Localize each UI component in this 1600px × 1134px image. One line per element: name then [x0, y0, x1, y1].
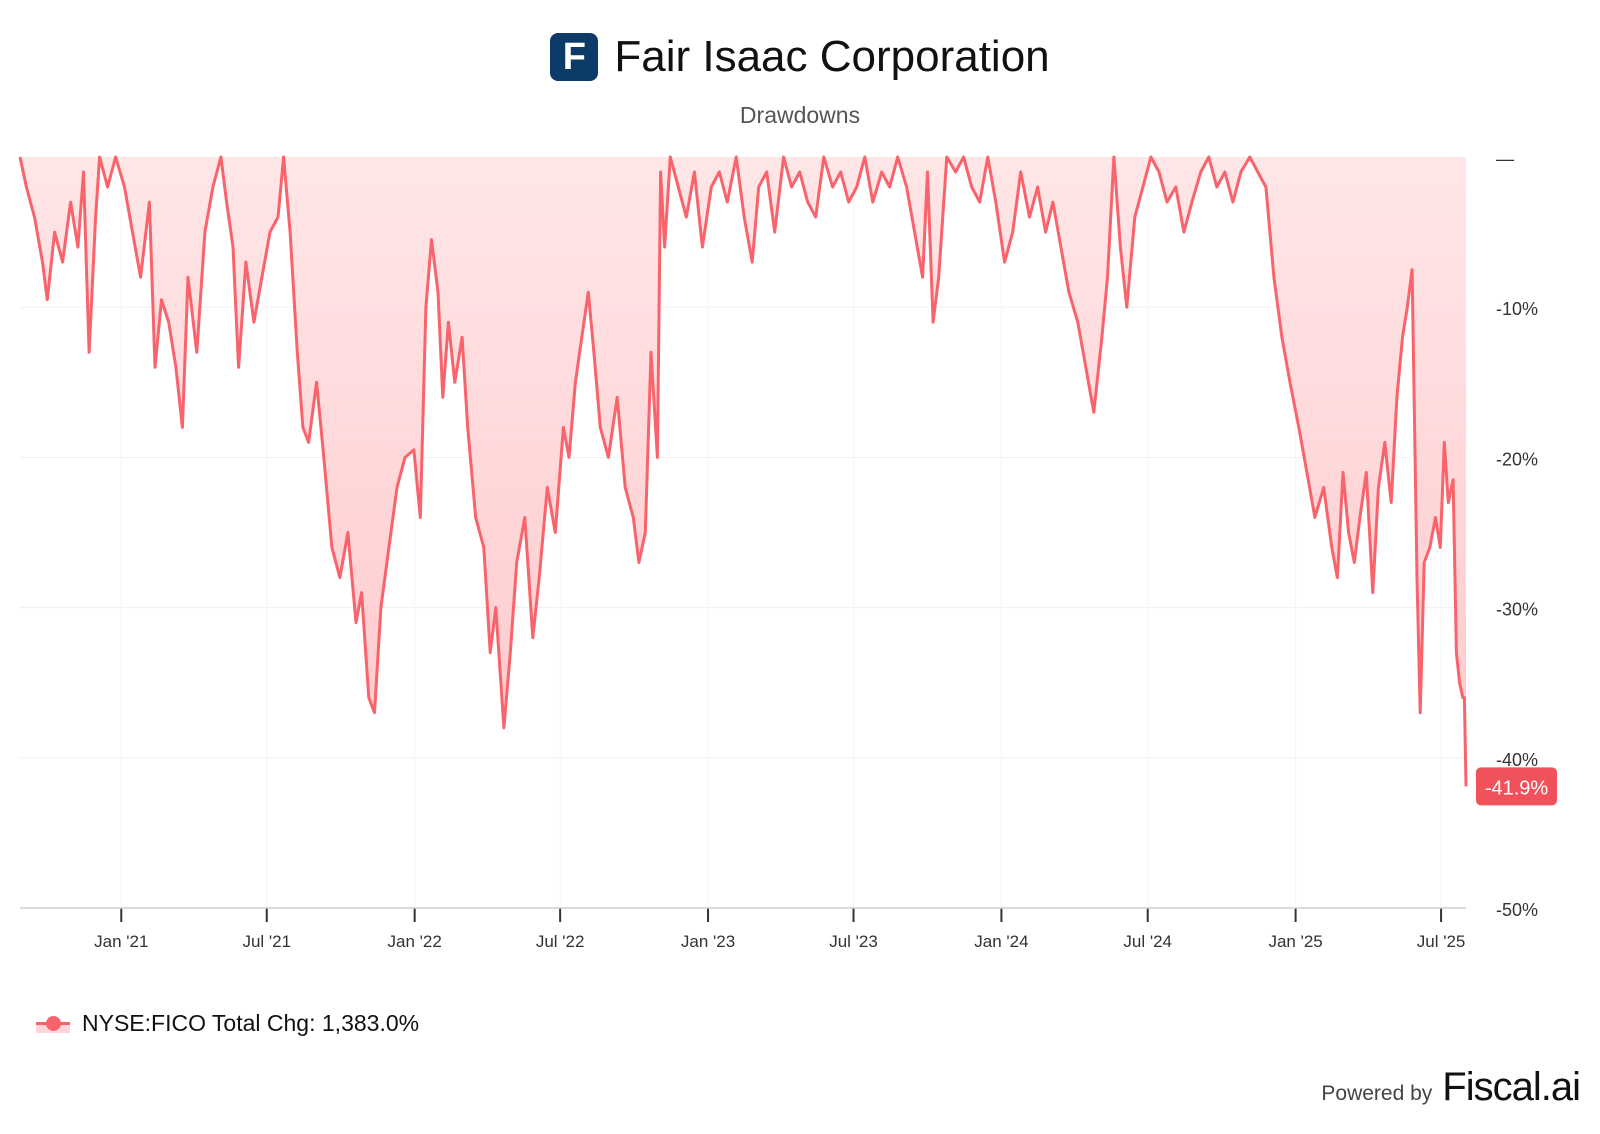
x-tick-label: Jan '23	[681, 932, 735, 951]
y-tick-label: -40%	[1496, 750, 1538, 770]
last-value-label: -41.9%	[1485, 777, 1549, 799]
y-tick-label: —	[1496, 149, 1514, 169]
last-value-badge	[1476, 767, 1557, 806]
x-tick-label: Jan '25	[1268, 932, 1322, 951]
drawdown-area	[20, 157, 1466, 787]
x-tick-label: Jan '21	[94, 932, 148, 951]
powered-by-label: Powered by	[1321, 1082, 1433, 1105]
x-tick-label: Jul '21	[242, 932, 291, 951]
axes: — -10% -20% -30% -40% -50% Jan '21 Jul '21 Jan '…	[20, 149, 1538, 951]
grid	[20, 157, 1466, 909]
y-tick-label: -10%	[1496, 299, 1538, 319]
legend[interactable]: NYSE:FICO Total Chg: 1,383.0%	[36, 1010, 419, 1037]
y-tick-label: -20%	[1496, 449, 1538, 469]
x-tick-label: Jul '22	[536, 932, 585, 951]
x-tick-label: Jul '23	[829, 932, 878, 951]
title-row: F Fair Isaac Corporation	[550, 32, 1050, 82]
legend-marker-icon	[36, 1015, 70, 1033]
x-tick-label: Jul '25	[1417, 932, 1466, 951]
last-value-badge-layer: -41.9%	[1476, 767, 1557, 806]
brand-logo[interactable]: Fiscal.ai	[1442, 1065, 1581, 1109]
chart-subtitle: Drawdowns	[739, 102, 861, 128]
x-tick-label: Jan '22	[388, 932, 442, 951]
drawdown-line	[18, 155, 1468, 787]
legend-label: NYSE:FICO Total Chg: 1,383.0%	[82, 1010, 420, 1036]
area-layer	[18, 155, 1468, 787]
x-tick-label: Jan '24	[974, 932, 1028, 951]
y-tick-label: -50%	[1496, 900, 1538, 920]
logo-letter: F	[562, 36, 586, 78]
chart-title: Fair Isaac Corporation	[614, 32, 1050, 81]
y-tick-label: -30%	[1496, 600, 1538, 620]
footer: Powered by Fiscal.ai	[1321, 1065, 1581, 1110]
x-tick-label: Jul '24	[1123, 932, 1172, 951]
company-logo: F	[550, 33, 599, 81]
chart-header: F Fair Isaac Corporation	[0, 32, 1600, 82]
